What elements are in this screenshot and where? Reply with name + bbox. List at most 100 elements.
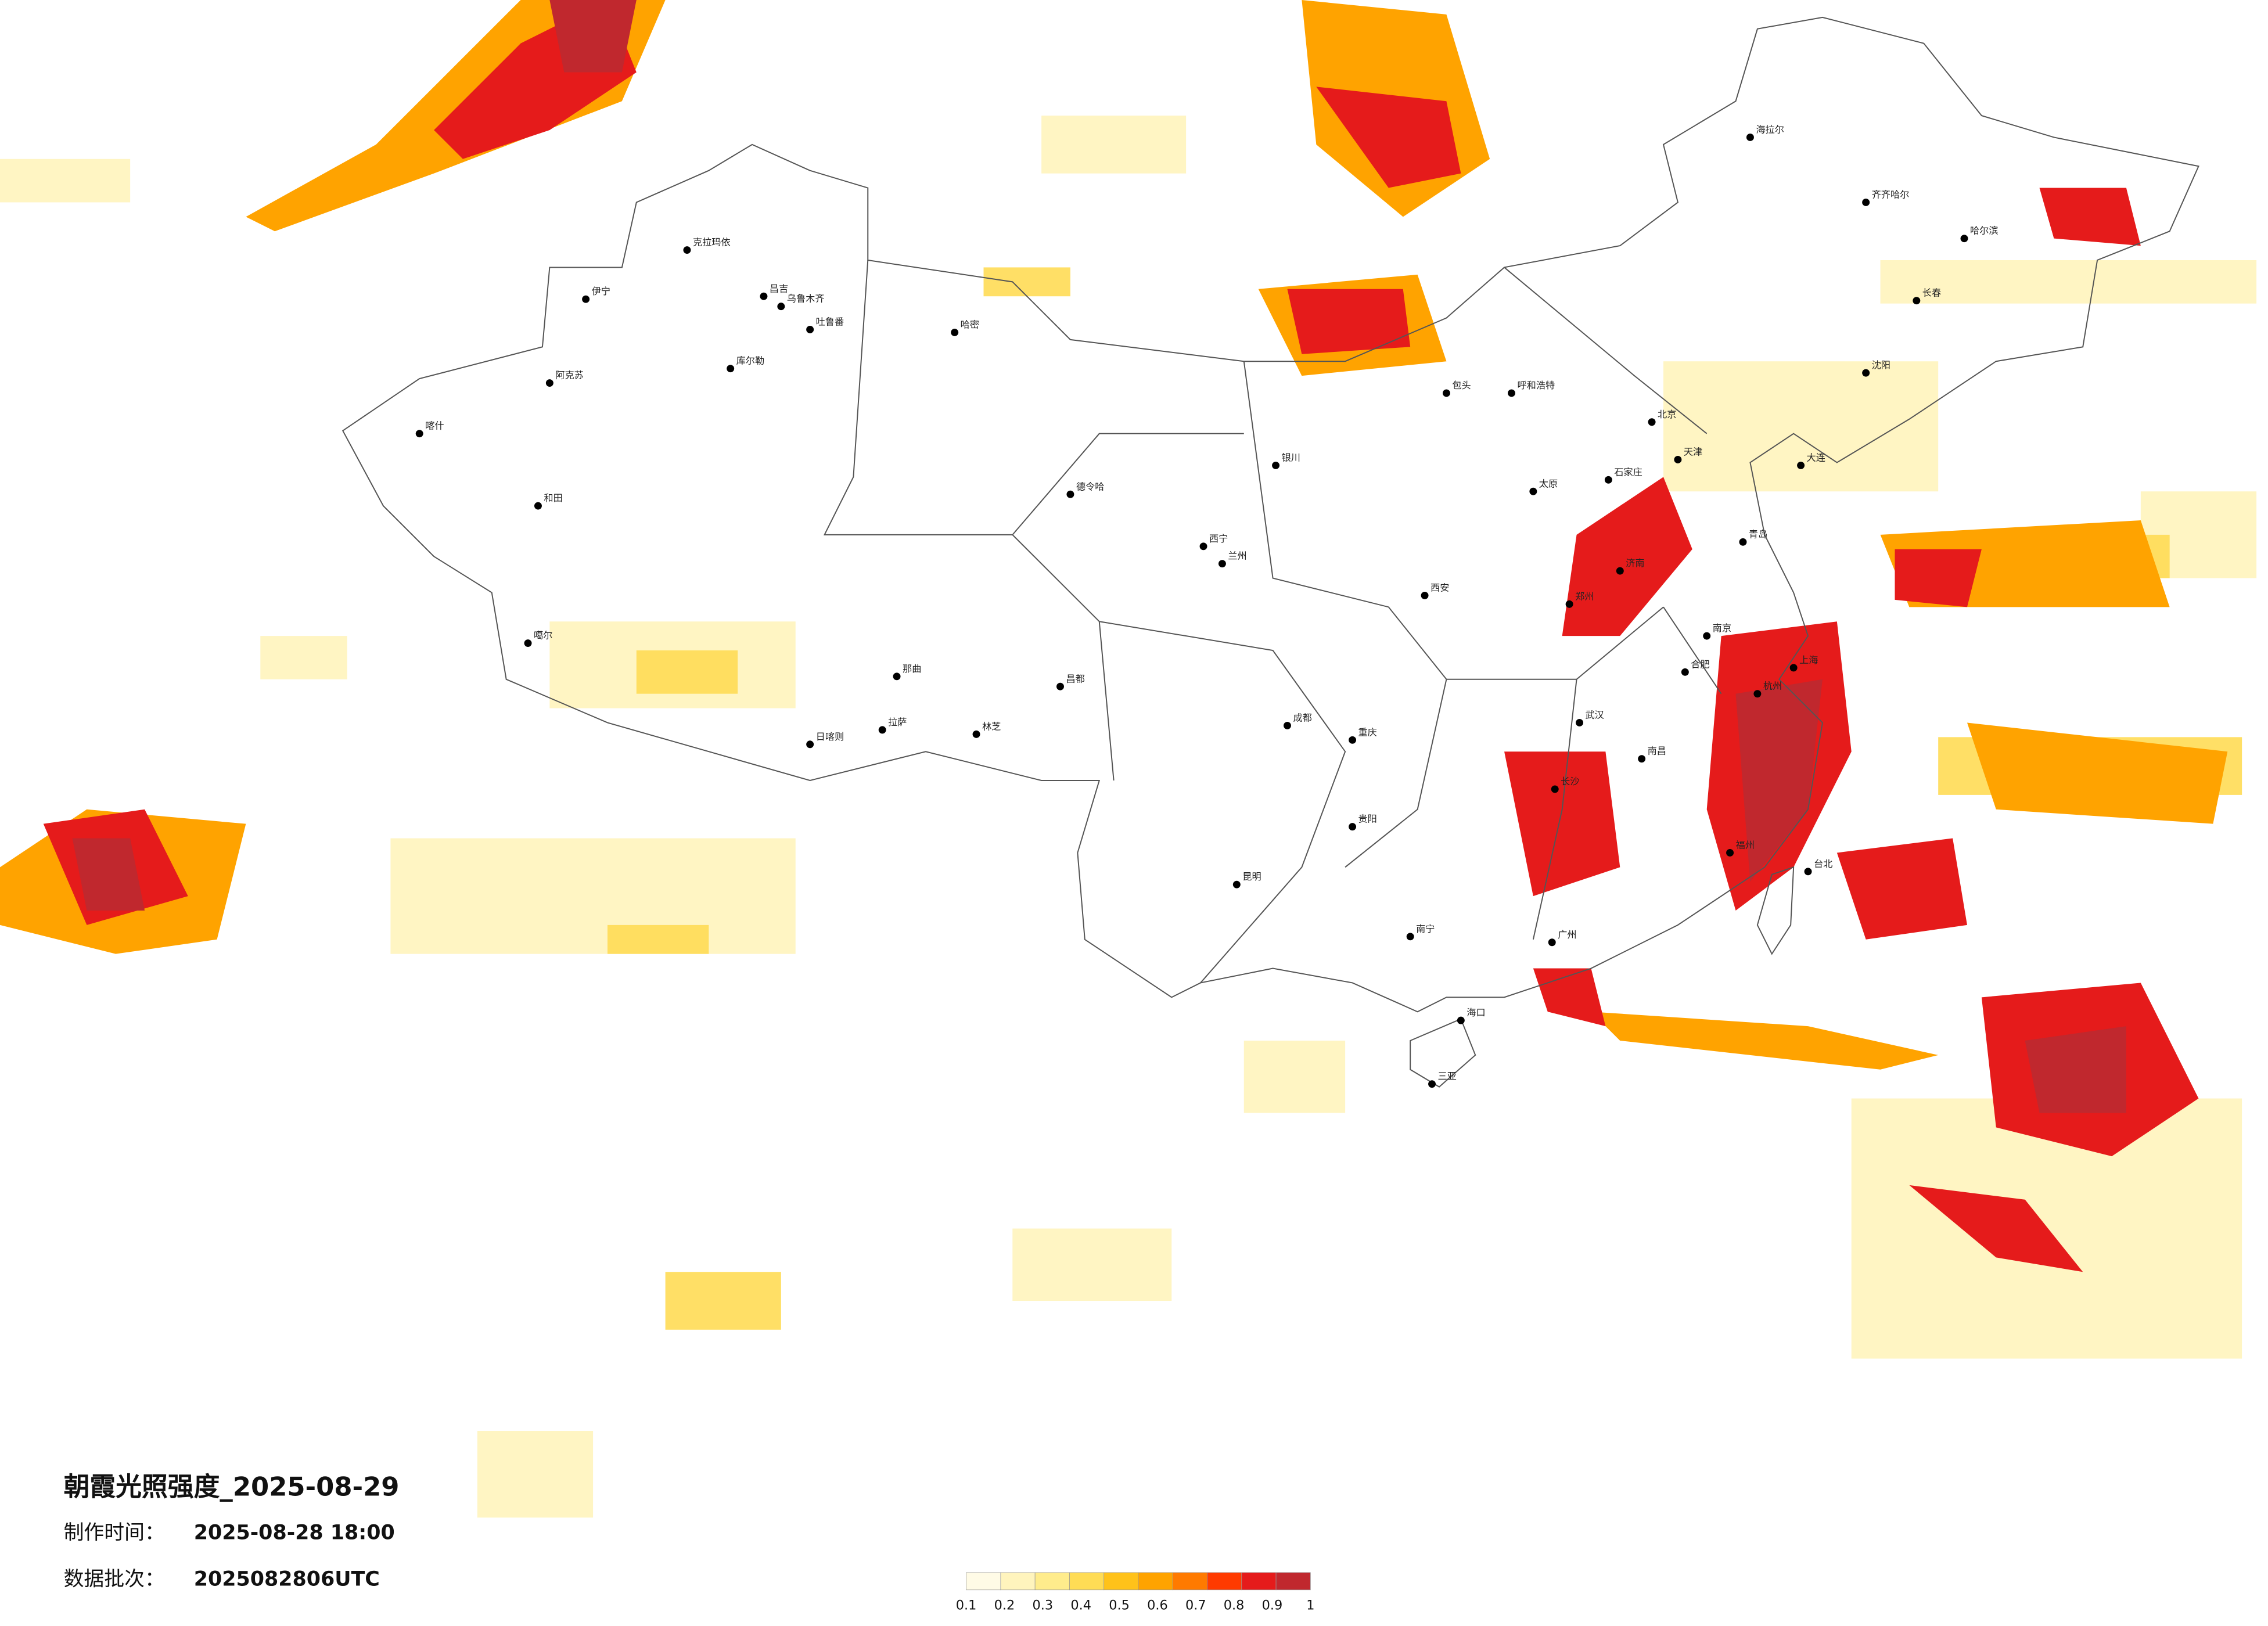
city-dot <box>1428 1080 1436 1088</box>
city-dot <box>534 502 542 510</box>
city-dot <box>1457 1016 1465 1024</box>
city-label: 拉萨 <box>888 717 907 728</box>
city-label: 青岛 <box>1749 528 1767 539</box>
city-dot <box>1349 736 1357 744</box>
city-label: 哈密 <box>961 319 979 330</box>
city-dot <box>1804 868 1812 876</box>
city-dot <box>951 328 959 336</box>
colorbar-label: 0.4 <box>1070 1598 1091 1613</box>
city-label: 台北 <box>1814 858 1832 869</box>
city-label: 和田 <box>544 492 562 503</box>
colorbar-label: 0.3 <box>1033 1598 1054 1613</box>
city-label: 长春 <box>1922 287 1941 298</box>
taiwan <box>1756 866 1795 955</box>
city-dot <box>1272 461 1280 469</box>
city-label: 克拉玛依 <box>693 237 731 248</box>
city-dot <box>683 246 691 254</box>
city-dot <box>1218 560 1226 568</box>
city-dot <box>1066 490 1074 498</box>
city-dot <box>1551 785 1559 793</box>
city-dot <box>1703 632 1711 640</box>
intensity-patches <box>0 0 2257 1518</box>
city-dot <box>1548 938 1556 947</box>
city-label: 太原 <box>1539 478 1558 489</box>
province-lines <box>823 260 1722 984</box>
city-label: 库尔勒 <box>736 355 765 366</box>
colorbar-cell <box>1000 1572 1036 1591</box>
city-label: 吐鲁番 <box>816 316 844 328</box>
made-time: 2025-08-28 18:00 <box>194 1521 395 1545</box>
city-label: 北京 <box>1658 409 1676 420</box>
city-dot <box>1753 690 1762 698</box>
made-label: 制作时间： <box>64 1521 165 1545</box>
city-dot <box>1421 591 1429 599</box>
city-dot <box>1648 418 1656 426</box>
colorbar-cell <box>1207 1572 1242 1591</box>
city-label: 南昌 <box>1648 746 1666 757</box>
city-dot <box>893 672 901 681</box>
city-dot <box>1616 567 1624 575</box>
city-dot <box>1056 682 1064 690</box>
city-label: 大连 <box>1807 452 1825 463</box>
city-dot <box>1349 823 1357 831</box>
city-label: 昆明 <box>1242 871 1261 882</box>
colorbar-cell <box>1138 1572 1173 1591</box>
colorbar: 0.1 0.2 0.3 0.4 0.5 0.6 0.7 0.8 0.9 1 <box>956 1572 1314 1613</box>
city-label: 海拉尔 <box>1756 124 1784 135</box>
country-borders <box>342 16 2199 1088</box>
city-label: 阿克苏 <box>555 370 584 381</box>
city-dot <box>806 325 814 333</box>
city-dot <box>1232 880 1241 888</box>
city-label: 合肥 <box>1691 659 1709 670</box>
batch: 2025082806UTC <box>194 1567 380 1591</box>
batch-label: 数据批次： <box>64 1567 165 1591</box>
hainan <box>1410 1018 1476 1088</box>
title: 朝霞光照强度_2025-08-29 <box>64 1472 400 1502</box>
city-dot <box>1789 664 1798 672</box>
colorbar-label: 0.2 <box>994 1598 1015 1613</box>
city-dot <box>727 365 735 373</box>
city-dot <box>1406 933 1414 941</box>
colorbar-cell <box>966 1572 1001 1591</box>
colorbar-label: 0.6 <box>1147 1598 1168 1613</box>
city-label: 德令哈 <box>1076 481 1105 492</box>
colorbar-cell <box>1241 1572 1277 1591</box>
colorbar-label: 0.8 <box>1224 1598 1245 1613</box>
city-label: 海口 <box>1467 1007 1485 1018</box>
city-dot <box>1284 721 1291 729</box>
city-label: 福州 <box>1736 840 1755 851</box>
city-label: 西宁 <box>1209 533 1228 544</box>
colorbar-label: 0.9 <box>1262 1598 1283 1613</box>
colorbar-label: 1 <box>1306 1598 1314 1613</box>
colorbar-cell <box>1104 1572 1139 1591</box>
city-dot <box>582 295 590 303</box>
city-label: 那曲 <box>903 663 921 674</box>
city-dot <box>545 379 553 387</box>
city-dot <box>1862 369 1870 377</box>
city-dot <box>1726 848 1734 857</box>
colorbar-cell <box>1069 1572 1105 1591</box>
city-label: 沈阳 <box>1872 359 1890 370</box>
city-dot <box>1565 600 1573 608</box>
city-dot <box>806 740 814 749</box>
city-label: 喀什 <box>425 420 444 431</box>
city-dot <box>524 639 532 647</box>
city-dot <box>1862 198 1870 206</box>
city-dot <box>1576 718 1584 726</box>
city-label: 三亚 <box>1437 1071 1456 1082</box>
city-label: 昌都 <box>1066 673 1084 684</box>
city-label: 林芝 <box>982 721 1001 732</box>
city-dot <box>1199 542 1207 551</box>
city-label: 乌鲁木齐 <box>787 293 825 304</box>
colorbar-cell <box>1172 1572 1207 1591</box>
city-dot <box>415 430 423 438</box>
city-label: 杭州 <box>1763 681 1782 692</box>
city-label: 齐齐哈尔 <box>1872 189 1910 200</box>
city-label: 武汉 <box>1586 710 1604 721</box>
city-label: 噶尔 <box>534 630 552 641</box>
city-dot <box>1797 461 1805 469</box>
city-dot <box>1681 668 1689 676</box>
city-label: 重庆 <box>1358 726 1377 738</box>
